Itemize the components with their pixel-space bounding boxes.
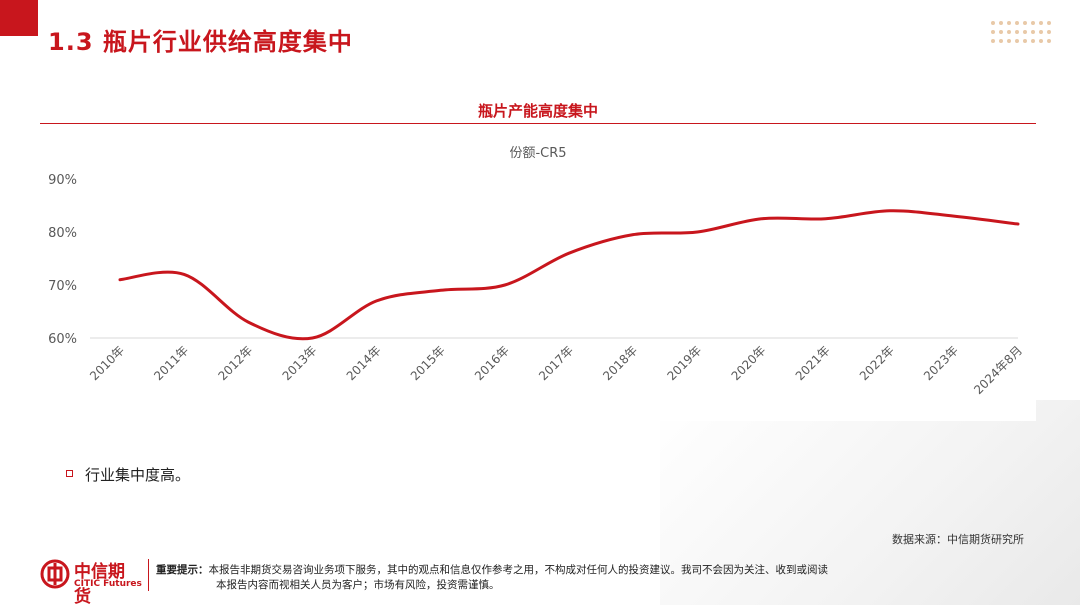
- x-tick-label: 2012年: [215, 343, 255, 383]
- chart-card: 瓶片产能高度集中 份额-CR5 60% 70% 80% 90% 2010年 2011年 2…: [40, 95, 1036, 421]
- line-chart: 份额-CR5 60% 70% 80% 90% 2010年 2011年 2012年 2013年…: [48, 146, 1025, 397]
- company-logo: 中信期货 CITIC Futures: [40, 557, 142, 607]
- disclaimer-line-2: 本报告内容而视相关人员为客户；市场有风险，投资需谨慎。: [216, 579, 500, 591]
- x-tick-label: 2017年: [536, 343, 576, 383]
- logo-text-en: CITIC Futures: [74, 579, 142, 589]
- data-source: 数据来源：中信期货研究所: [892, 533, 1024, 546]
- bullet-marker: [66, 470, 73, 477]
- y-tick-label: 90%: [48, 173, 77, 188]
- x-tick-label: 2015年: [408, 343, 448, 383]
- x-tick-label: 2023年: [921, 343, 961, 383]
- background-decoration: [660, 400, 1080, 605]
- footer-divider: [148, 559, 149, 591]
- disclaimer-label: 重要提示：: [156, 564, 209, 576]
- slide-title: 1.3 瓶片行业供给高度集中: [48, 28, 353, 56]
- chart-title: 瓶片产能高度集中: [477, 102, 598, 120]
- dot-grid-decoration: [991, 21, 1051, 43]
- y-tick-label: 80%: [48, 226, 77, 241]
- bullet-text: 行业集中度高。: [85, 466, 191, 484]
- x-tick-label: 2020年: [729, 343, 769, 383]
- disclaimer: 重要提示：本报告非期货交易咨询业务项下服务，其中的观点和信息仅作参考之用，不构成…: [156, 563, 828, 593]
- x-tick-label: 2010年: [87, 343, 127, 383]
- logo-text-cn: 中信期货: [74, 562, 125, 607]
- x-tick-label: 2019年: [664, 343, 704, 383]
- y-tick-label: 60%: [48, 332, 77, 347]
- x-tick-label: 2024年8月: [971, 343, 1025, 397]
- x-tick-label: 2021年: [793, 343, 833, 383]
- y-tick-label: 70%: [48, 279, 77, 294]
- chart-subtitle: 份额-CR5: [509, 146, 566, 161]
- x-tick-label: 2022年: [857, 343, 897, 383]
- x-tick-label: 2018年: [600, 343, 640, 383]
- corner-accent: [0, 0, 38, 36]
- citic-logo-icon: [40, 559, 70, 589]
- x-tick-label: 2011年: [151, 343, 191, 383]
- x-tick-label: 2013年: [280, 343, 320, 383]
- chart-title-rule: [40, 123, 1036, 124]
- x-tick-label: 2016年: [472, 343, 512, 383]
- disclaimer-line-1: 本报告非期货交易咨询业务项下服务，其中的观点和信息仅作参考之用，不构成对任何人的…: [208, 564, 829, 576]
- bullet-item: 行业集中度高。: [66, 464, 190, 485]
- x-tick-label: 2014年: [344, 343, 384, 383]
- series-line: [118, 209, 1020, 341]
